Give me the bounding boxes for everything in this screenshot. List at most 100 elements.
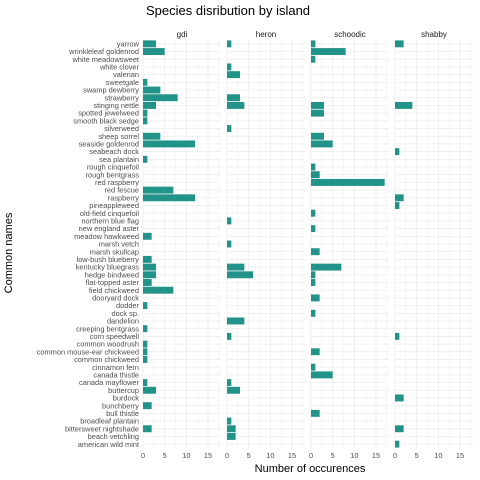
y-tick-label: canada mayflower [79, 378, 140, 387]
y-tick-label: common woodrush [77, 340, 139, 349]
bar-gdi-meadow-hawkweed [143, 232, 152, 240]
bar-gdi-bunchberry [143, 402, 152, 410]
y-tick-label: new england aster [79, 224, 140, 233]
bar-gdi-sweetgale [143, 78, 148, 86]
bar-gdi-wrinkleleaf-goldenrod [143, 48, 165, 56]
x-tick-label: 5 [331, 451, 335, 460]
bar-gdi-dodder [143, 302, 148, 310]
bar-schoodic-rough-bentgrass [311, 171, 320, 179]
bar-gdi-seaside-goldenrod [143, 140, 195, 148]
bar-schoodic-white-meadowsweet [311, 55, 316, 63]
bar-schoodic-kentucky-bluegrass [311, 263, 342, 271]
x-tick-label: 10 [182, 451, 190, 460]
y-tick-label: strawberry [105, 93, 140, 102]
bar-schoodic-bull-thistle [311, 409, 320, 417]
x-tick-label: 15 [204, 451, 212, 460]
y-tick-label: northern blue flag [81, 217, 139, 226]
x-tick-label: 0 [141, 451, 145, 460]
bar-heron-marsh-vetch [227, 240, 232, 248]
x-tick-label: 0 [393, 451, 397, 460]
x-tick-label: 10 [350, 451, 358, 460]
y-tick-label: canada thistle [93, 370, 139, 379]
bar-schoodic-dooryard-dock [311, 294, 320, 302]
y-tick-label: rough cinquefoil [87, 163, 140, 172]
facet-panel-schoodic: 0 5 10 15 schoodic [309, 30, 389, 460]
y-tick-label: old-field cinquefoil [80, 209, 140, 218]
y-tick-label: wrinkleleaf goldenrod [68, 47, 139, 56]
bar-gdi-sea-plantain [143, 155, 148, 163]
y-tick-label: marsh vetch [99, 240, 139, 249]
bar-schoodic-wrinkleleaf-goldenrod [311, 48, 346, 56]
y-tick-label: white meadowsweet [71, 55, 139, 64]
y-tick-label: pineappleweed [89, 201, 139, 210]
y-tick-label: hedge bindweed [85, 270, 139, 279]
bar-gdi-common-woodrush [143, 340, 148, 348]
facet-label-shabby: shabby [421, 30, 447, 39]
bar-shabby-seabeach-dock [395, 148, 400, 156]
y-tick-label: sweetgale [106, 78, 139, 87]
bar-heron-dandelion [227, 317, 245, 325]
x-tick-label: 10 [266, 451, 274, 460]
bar-heron-white-clover [227, 63, 232, 71]
bar-heron-beach-vetchling [227, 432, 236, 440]
bar-schoodic-spotted-jewelweed [311, 109, 324, 117]
bar-gdi-buttercup [143, 386, 156, 394]
y-tick-label: dodder [116, 301, 140, 310]
y-tick-label: red fescue [104, 186, 139, 195]
bar-heron-kentucky-bluegrass [227, 263, 245, 271]
bar-heron-buttercup [227, 386, 240, 394]
bar-gdi-bittersweet-nightshade [143, 425, 152, 433]
bar-gdi-hedge-bindweed [143, 271, 156, 279]
bar-schoodic-canada-thistle [311, 371, 333, 379]
y-tick-label: sea plantain [99, 155, 139, 164]
facet-label-schoodic: schoodic [334, 30, 366, 39]
y-tick-label: yarrow [117, 39, 140, 48]
bar-shabby-stinging-nettle [395, 101, 413, 109]
y-tick-label: cinnamon fern [92, 363, 139, 372]
bar-gdi-low-bush-blueberry [143, 255, 152, 263]
bar-heron-hedge-bindweed [227, 271, 253, 279]
bar-heron-broadleaf-plantain [227, 417, 232, 425]
bar-gdi-common-chickweed [143, 356, 148, 363]
y-tick-label: white clover [99, 63, 140, 72]
y-tick-label: valerian [113, 70, 139, 79]
y-tick-label: creeping bentgrass [76, 324, 139, 333]
y-tick-label: low-bush blueberry [77, 255, 140, 264]
bar-schoodic-marsh-skullcap [311, 248, 320, 256]
bar-heron-valerian [227, 71, 240, 79]
bar-gdi-sheep-sorrel [143, 132, 161, 140]
y-tick-label: swamp dewberry [83, 86, 139, 95]
x-tick-label: 5 [247, 451, 251, 460]
bar-gdi-strawberry [143, 94, 178, 102]
bar-gdi-common-mouse-ear-chickweed [143, 348, 148, 356]
bar-schoodic-common-mouse-ear-chickweed [311, 348, 320, 356]
y-tick-label: corn speedwell [90, 332, 140, 341]
bar-schoodic-stinging-nettle [311, 101, 324, 109]
bar-heron-corn-speedwell [227, 332, 232, 340]
x-tick-label: 10 [434, 451, 442, 460]
bar-heron-silverweed [227, 125, 232, 132]
bar-schoodic-new-england-aster [311, 225, 316, 233]
bar-gdi-yarrow [143, 40, 156, 48]
bar-heron-canada-mayflower [227, 379, 232, 387]
y-tick-label: seabeach dock [89, 147, 139, 156]
y-tick-label: common chickweed [74, 355, 139, 364]
y-tick-label: buttercup [108, 386, 139, 395]
bar-schoodic-flat-topped-aster [311, 279, 316, 286]
y-tick-label: kentucky bluegrass [76, 263, 140, 272]
y-tick-label: smooth black sedge [73, 116, 139, 125]
y-tick-label: bull thistle [106, 409, 139, 418]
y-tick-label: silverweed [104, 124, 139, 133]
x-tick-label: 15 [372, 451, 380, 460]
bar-schoodic-old-field-cinquefoil [311, 209, 316, 217]
bar-gdi-flat-topped-aster [143, 279, 152, 286]
bar-shabby-american-wild-mint [395, 440, 400, 448]
x-tick-label: 0 [225, 451, 229, 460]
y-tick-label: bittersweet nightshade [65, 424, 139, 433]
y-tick-label: field chickweed [89, 286, 139, 295]
bar-gdi-smooth-black-sedge [143, 117, 148, 125]
bar-gdi-field-chickweed [143, 286, 174, 294]
